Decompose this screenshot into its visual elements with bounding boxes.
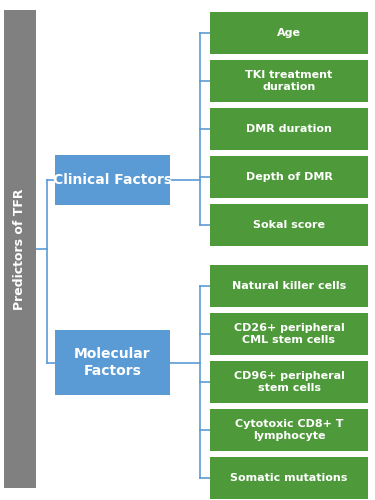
FancyBboxPatch shape	[4, 10, 36, 488]
Text: Predictors of TFR: Predictors of TFR	[13, 188, 27, 310]
Text: CD26+ peripheral
CML stem cells: CD26+ peripheral CML stem cells	[234, 323, 344, 345]
FancyBboxPatch shape	[210, 265, 368, 307]
Text: Sokal score: Sokal score	[253, 220, 325, 230]
FancyBboxPatch shape	[210, 12, 368, 54]
Text: DMR duration: DMR duration	[246, 124, 332, 134]
Text: Cytotoxic CD8+ T
lymphocyte: Cytotoxic CD8+ T lymphocyte	[235, 419, 343, 441]
FancyBboxPatch shape	[210, 313, 368, 355]
FancyBboxPatch shape	[55, 330, 170, 395]
FancyBboxPatch shape	[210, 108, 368, 150]
FancyBboxPatch shape	[210, 409, 368, 451]
Text: TKI treatment
duration: TKI treatment duration	[245, 70, 333, 92]
FancyBboxPatch shape	[210, 156, 368, 198]
Text: Depth of DMR: Depth of DMR	[246, 172, 332, 182]
FancyBboxPatch shape	[210, 457, 368, 499]
Text: Clinical Factors: Clinical Factors	[53, 173, 172, 187]
Text: Molecular
Factors: Molecular Factors	[74, 348, 151, 378]
FancyBboxPatch shape	[210, 60, 368, 102]
FancyBboxPatch shape	[210, 361, 368, 403]
FancyBboxPatch shape	[210, 204, 368, 246]
FancyBboxPatch shape	[55, 155, 170, 205]
Text: CD96+ peripheral
stem cells: CD96+ peripheral stem cells	[234, 371, 344, 393]
Text: Age: Age	[277, 28, 301, 38]
Text: Somatic mutations: Somatic mutations	[230, 473, 348, 483]
Text: Natural killer cells: Natural killer cells	[232, 281, 346, 291]
